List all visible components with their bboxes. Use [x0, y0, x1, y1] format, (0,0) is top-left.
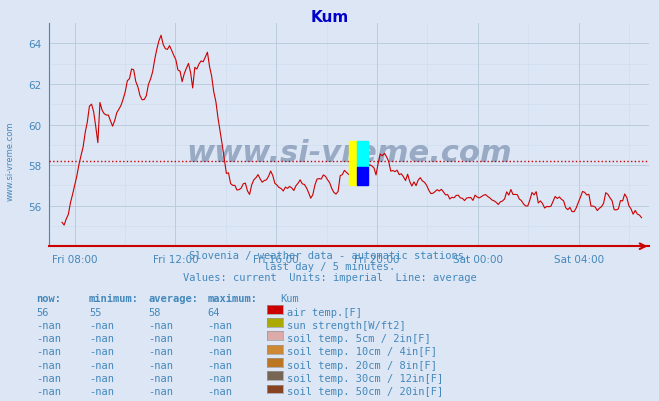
- Text: 56: 56: [36, 307, 49, 317]
- Text: -nan: -nan: [148, 373, 173, 383]
- Text: -nan: -nan: [89, 386, 114, 396]
- Text: -nan: -nan: [208, 360, 233, 370]
- Text: soil temp. 30cm / 12in[F]: soil temp. 30cm / 12in[F]: [287, 373, 443, 383]
- Bar: [357, 167, 368, 186]
- Text: minimum:: minimum:: [89, 294, 139, 304]
- Text: -nan: -nan: [36, 373, 61, 383]
- Text: www.si-vreme.com: www.si-vreme.com: [186, 139, 512, 168]
- Text: -nan: -nan: [89, 333, 114, 343]
- Text: last day / 5 minutes.: last day / 5 minutes.: [264, 261, 395, 271]
- Text: -nan: -nan: [208, 320, 233, 330]
- Text: -nan: -nan: [148, 386, 173, 396]
- Text: average:: average:: [148, 294, 198, 304]
- Bar: [349, 142, 357, 186]
- Text: Kum: Kum: [310, 10, 349, 25]
- Text: -nan: -nan: [36, 360, 61, 370]
- Text: -nan: -nan: [89, 346, 114, 356]
- Text: now:: now:: [36, 294, 61, 304]
- Text: Values: current  Units: imperial  Line: average: Values: current Units: imperial Line: av…: [183, 272, 476, 282]
- Text: -nan: -nan: [148, 346, 173, 356]
- Text: maximum:: maximum:: [208, 294, 258, 304]
- Text: soil temp. 50cm / 20in[F]: soil temp. 50cm / 20in[F]: [287, 386, 443, 396]
- Text: -nan: -nan: [36, 333, 61, 343]
- Text: -nan: -nan: [208, 333, 233, 343]
- Text: -nan: -nan: [36, 320, 61, 330]
- Text: -nan: -nan: [36, 386, 61, 396]
- Text: -nan: -nan: [89, 360, 114, 370]
- Text: -nan: -nan: [148, 333, 173, 343]
- Text: -nan: -nan: [89, 373, 114, 383]
- Text: soil temp. 20cm / 8in[F]: soil temp. 20cm / 8in[F]: [287, 360, 437, 370]
- Text: 58: 58: [148, 307, 161, 317]
- Text: -nan: -nan: [36, 346, 61, 356]
- Text: soil temp. 10cm / 4in[F]: soil temp. 10cm / 4in[F]: [287, 346, 437, 356]
- Text: sun strength[W/ft2]: sun strength[W/ft2]: [287, 320, 405, 330]
- Text: -nan: -nan: [208, 346, 233, 356]
- Text: soil temp. 5cm / 2in[F]: soil temp. 5cm / 2in[F]: [287, 333, 430, 343]
- Text: -nan: -nan: [148, 360, 173, 370]
- Text: -nan: -nan: [208, 386, 233, 396]
- Text: -nan: -nan: [148, 320, 173, 330]
- Text: -nan: -nan: [89, 320, 114, 330]
- Text: 64: 64: [208, 307, 220, 317]
- Text: 55: 55: [89, 307, 101, 317]
- Text: www.si-vreme.com: www.si-vreme.com: [5, 121, 14, 200]
- Text: air temp.[F]: air temp.[F]: [287, 307, 362, 317]
- Text: Slovenia / weather data - automatic stations.: Slovenia / weather data - automatic stat…: [189, 251, 470, 261]
- Bar: [357, 142, 368, 167]
- Text: -nan: -nan: [208, 373, 233, 383]
- Text: Kum: Kum: [280, 294, 299, 304]
